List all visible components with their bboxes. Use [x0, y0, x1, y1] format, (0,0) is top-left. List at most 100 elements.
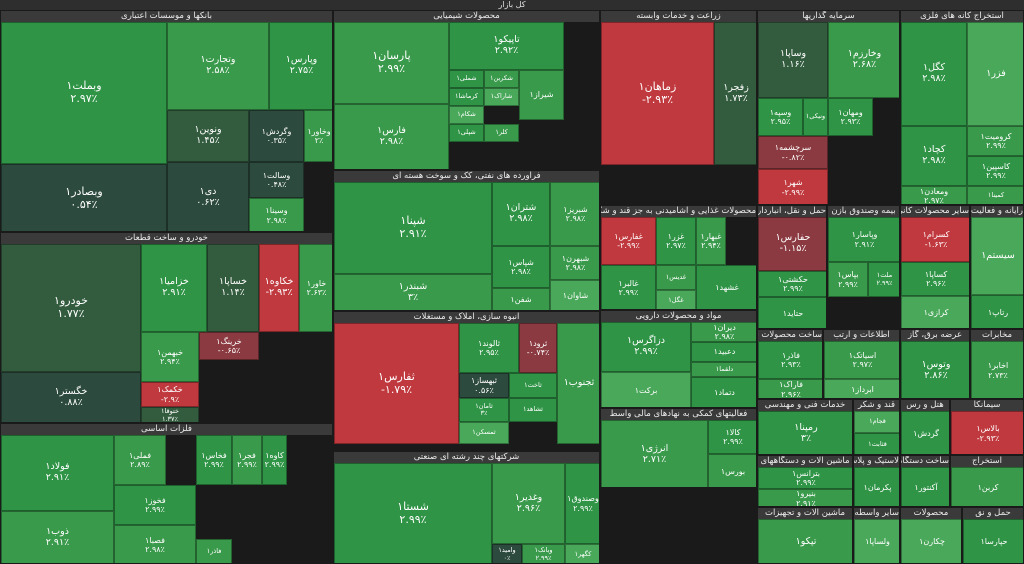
stock-tile[interactable]: غگل۱ [656, 290, 696, 309]
sector-14[interactable]: بیمه وصندوق بازن وپاسار۱ ۲.۹۱٪ بپاس۱ ۲.۹۹٪ مل… [827, 205, 900, 329]
stock-tile[interactable]: برکت۱ [601, 372, 691, 407]
stock-tile[interactable]: بپاس۱ ۲.۹۹٪ [828, 262, 868, 297]
stock-tile[interactable]: شبهرن۱ ۲.۹۸٪ [550, 246, 599, 280]
stock-tile[interactable]: ابرداز۱ [824, 379, 899, 398]
stock-tile[interactable]: آکنتور۱ [901, 467, 949, 506]
stock-tile[interactable]: ثرود۱ -۰.۷۴٪ [519, 323, 557, 373]
stock-tile[interactable]: وتجارت۱ ۲.۵۸٪ [167, 22, 269, 110]
stock-tile[interactable]: وساپا۱ ۱.۱۶٪ [758, 22, 828, 98]
stock-tile[interactable]: شستا۱ ۲.۹۹٪ [334, 463, 492, 563]
stock-tile[interactable]: ونوین۱ ۱.۴۵٪ [167, 110, 249, 162]
stock-tile[interactable]: فخوز۱ ۲.۹۹٪ [114, 485, 196, 525]
stock-tile[interactable]: قثابت۱ [854, 433, 899, 454]
stock-tile[interactable]: شپاس۱ ۲.۹۸٪ [492, 246, 550, 288]
stock-tile[interactable]: غفارس۱ -۲.۹۹٪ [601, 217, 656, 265]
sector-29[interactable]: سایر واسطه گری ولساپا۱ [853, 507, 900, 564]
stock-tile[interactable]: فملی۱ ۲.۸۹٪ [114, 435, 166, 485]
stock-tile[interactable]: کرومیت۱ ۲.۹۹٪ [967, 126, 1023, 156]
stock-tile[interactable]: کربن۱ [951, 467, 1023, 506]
stock-tile[interactable]: سیستم۱ [971, 217, 1023, 295]
stock-tile[interactable]: شبریز۱ ۲.۹۸٪ [550, 182, 599, 246]
stock-tile[interactable]: دیران۱ ۲.۹۸٪ [691, 322, 756, 342]
stock-tile[interactable]: وبملت۱ ۲.۹۷٪ [1, 22, 167, 164]
stock-tile[interactable]: ثامان۱ ۳٪ [459, 398, 509, 422]
stock-tile[interactable]: فولاد۱ ۲.۹۱٪ [1, 435, 114, 511]
stock-tile[interactable]: شبندر۱ ۳٪ [334, 274, 492, 310]
stock-tile[interactable]: شاوان۱ [550, 280, 599, 310]
stock-tile[interactable]: ثجنوب۱ [557, 323, 599, 444]
sector-28[interactable]: ماشین آلات و تجهیزات تپکو۱ [757, 507, 853, 564]
stock-tile[interactable]: فاذر۱ [196, 539, 232, 563]
stock-tile[interactable]: بورس۱ [708, 454, 756, 487]
stock-tile[interactable]: کچاد۱ ۲.۹۸٪ [901, 126, 967, 186]
stock-tile[interactable]: شفن۱ [492, 288, 550, 310]
stock-tile[interactable]: وخاور۱ ۲٪ [304, 110, 332, 162]
stock-tile[interactable]: وسینا۱ ۲.۹۸٪ [249, 198, 304, 231]
stock-tile[interactable]: شهر۱ -۲.۹۹٪ [758, 169, 828, 204]
stock-tile[interactable]: ونیکی۱ [803, 98, 828, 136]
stock-tile[interactable]: رمپنا۱ ۳٪ [758, 411, 852, 454]
stock-tile[interactable]: گردش۱ [901, 411, 949, 454]
stock-tile[interactable]: شکربن۱ [484, 70, 519, 88]
sector-19[interactable]: اطلاعات و ارتب اسیاتک۱ ۲.۹۷٪ ابرداز۱ [823, 329, 900, 399]
stock-tile[interactable]: بنیرو۱ ۲.۹۱٪ [758, 489, 852, 506]
stock-tile[interactable]: کساپا۱ ۲.۹۶٪ [901, 262, 969, 296]
stock-tile[interactable]: غزر۱ ۲.۹۷٪ [656, 217, 696, 265]
stock-tile[interactable]: وبصادر۱ ۰.۵۴٪ [1, 164, 167, 231]
sector-17[interactable]: رایانه و فعالیت سیستم۱ رتاپ۱ [970, 205, 1024, 329]
stock-tile[interactable]: شکام۱ [449, 106, 484, 124]
stock-tile[interactable]: کلر۱ [484, 124, 519, 142]
stock-tile[interactable]: ذوب۱ ۲.۹۱٪ [1, 511, 114, 563]
stock-tile[interactable]: کگل۱ ۲.۹۸٪ [901, 22, 967, 126]
sector-26[interactable]: ماشین آلات و دستگاههای بترانس۱ ۲.۹۹٪ بنیرو۱… [757, 455, 853, 507]
stock-tile[interactable]: ثفارس۱ -۱.۷۹٪ [334, 323, 459, 444]
stock-tile[interactable]: غدیس۱ [656, 265, 696, 290]
stock-tile[interactable]: شملی۱ [449, 70, 484, 88]
stock-tile[interactable]: وپارس۱ ۲.۷۵٪ [269, 22, 332, 110]
sector-9[interactable]: محصولات غذایی و آشامیدنی به جز قند و شکر… [600, 205, 757, 310]
stock-tile[interactable]: حتاید۱ [758, 297, 826, 328]
stock-tile[interactable]: کسرام۱ -۱.۶۳٪ [901, 217, 969, 262]
stock-tile[interactable]: فاراک۱ ۲.۹۶٪ [758, 379, 822, 398]
stock-tile[interactable]: شتران۱ ۲.۹۸٪ [492, 182, 550, 246]
stock-tile[interactable]: شاراک۱ [484, 88, 519, 106]
sector-22[interactable]: خدمات فنی و مهندسی رمپنا۱ ۳٪ [757, 399, 853, 455]
stock-tile[interactable]: وتوس۱ ۲.۸۶٪ [901, 341, 969, 398]
stock-tile[interactable]: ثالوند۱ ۲.۹۵٪ [459, 323, 519, 373]
sector-10[interactable]: مواد و محصولات دارویی دزاگرس۱ ۲.۹۹٪ دیران۱ ۲… [600, 310, 757, 408]
stock-tile[interactable]: دعبید۱ [691, 342, 756, 362]
stock-tile[interactable]: حفارس۱ -۱.۱۵٪ [758, 217, 826, 271]
sector-27[interactable]: لاستیک و پلاست پکرمان۱ [853, 455, 900, 507]
stock-tile[interactable]: حکشتی۱ ۲.۹۹٪ [758, 271, 826, 297]
stock-tile[interactable]: خکاوه۱ -۲.۹۳٪ [259, 244, 299, 332]
sector-7[interactable]: زراعت و خدمات وابسته زماهان۱ -۲.۹۳٪ زفجر۱ ۱.… [600, 10, 757, 205]
stock-tile[interactable]: ثمسکن۱ [459, 422, 509, 444]
stock-tile[interactable]: بترانس۱ ۲.۹۹٪ [758, 467, 852, 489]
stock-tile[interactable]: خساپا۱ ۱.۱۴٪ [207, 244, 259, 332]
stock-tile[interactable]: کاوه۱ ۲.۹۹٪ [262, 435, 287, 485]
stock-tile[interactable]: غشهد۱ [696, 265, 756, 309]
stock-tile[interactable]: رتاپ۱ [971, 295, 1023, 328]
sector-16[interactable]: استخراج کانه های فلزی کگل۱ ۲.۹۸٪ فزر۱ کچاد۱ ۲… [900, 10, 1024, 205]
sector-32[interactable]: محصولات چکارن۱ [900, 507, 962, 564]
stock-tile[interactable]: وسپه۱ ۲.۹۵٪ [758, 98, 803, 136]
stock-tile[interactable]: ختوقا۱ ۱.۳۷٪ [141, 407, 199, 422]
stock-tile[interactable]: فجر۱ ۲.۹۹٪ [232, 435, 262, 485]
sector-31[interactable]: استخراج کربن۱ [950, 455, 1024, 507]
stock-tile[interactable]: خودرو۱ ۱.۷۷٪ [1, 244, 141, 372]
stock-tile[interactable]: دتماد۱ [691, 377, 756, 407]
stock-tile[interactable]: خبهمن۱ ۲.۹۴٪ [141, 332, 199, 382]
stock-tile[interactable]: خکمک۱ -۲.۹٪ [141, 382, 199, 407]
stock-tile[interactable]: پارسان۱ ۲.۹۹٪ [334, 22, 449, 104]
stock-tile[interactable]: چکارن۱ [901, 519, 961, 563]
stock-tile[interactable]: وپاسار۱ ۲.۹۱٪ [828, 217, 899, 262]
stock-tile[interactable]: فخاس۱ ۲.۹۹٪ [196, 435, 232, 485]
stock-tile[interactable]: دلقما۱ [691, 362, 756, 377]
sector-6[interactable]: شرکتهای چند رشته ای صنعتی شستا۱ ۲.۹۹٪ وغدیر… [333, 451, 600, 564]
stock-tile[interactable]: شیراز۱ [519, 70, 564, 120]
stock-tile[interactable]: وصندوق۱ ۲.۹۹٪ [565, 463, 599, 544]
sector-5[interactable]: انبوه سازی، املاک و مستغلات ثفارس۱ -۱.۷۹٪ ث… [333, 311, 600, 451]
stock-tile[interactable]: کگهر۱ [565, 544, 599, 563]
sector-30[interactable]: ساخت دستگاهها آکنتور۱ [900, 455, 950, 507]
